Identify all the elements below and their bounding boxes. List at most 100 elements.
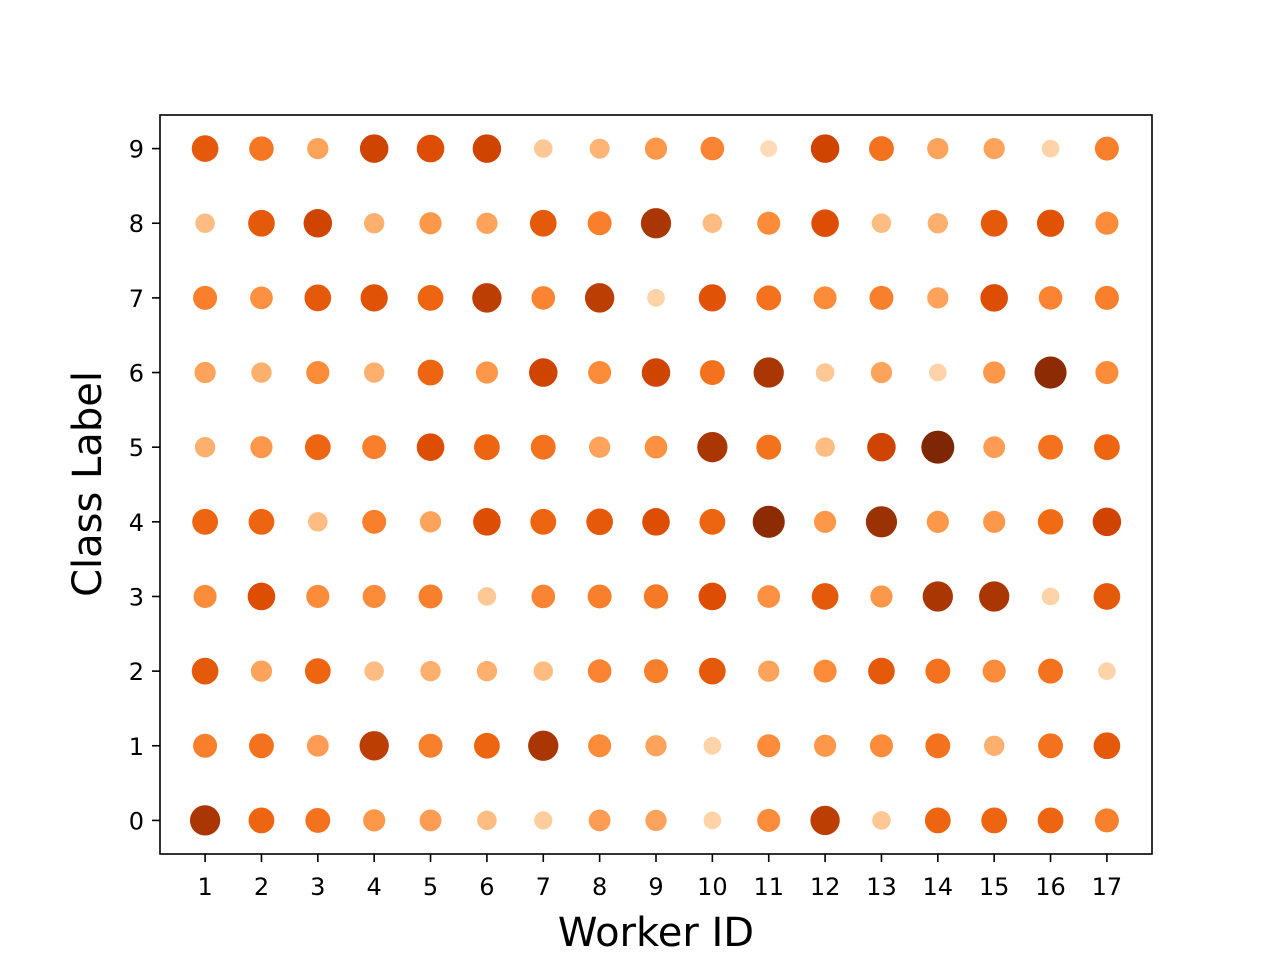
point-worker-11-label-7	[756, 285, 782, 311]
point-worker-3-label-6	[306, 360, 330, 385]
point-worker-12-label-0	[810, 805, 840, 836]
point-worker-9-label-7	[647, 289, 665, 307]
point-worker-12-label-5	[815, 437, 835, 457]
point-worker-11-label-2	[758, 660, 780, 682]
point-worker-1-label-8	[195, 213, 215, 233]
point-worker-4-label-0	[363, 809, 386, 832]
point-worker-11-label-3	[757, 585, 781, 608]
point-worker-16-label-6	[1034, 356, 1067, 389]
x-tick-label-11: 11	[753, 873, 784, 901]
point-worker-8-label-0	[588, 809, 611, 832]
point-worker-11-label-9	[760, 140, 778, 157]
point-worker-12-label-2	[813, 659, 837, 683]
point-worker-10-label-9	[700, 136, 725, 161]
point-worker-12-label-8	[811, 209, 839, 238]
point-worker-12-label-6	[815, 363, 835, 382]
point-worker-2-label-8	[248, 209, 275, 237]
point-worker-7-label-7	[531, 286, 556, 310]
x-tick-label-13: 13	[866, 873, 897, 901]
point-worker-9-label-9	[644, 137, 668, 160]
point-worker-4-label-7	[360, 284, 388, 312]
point-worker-14-label-4	[926, 510, 949, 533]
point-worker-3-label-1	[306, 734, 329, 757]
point-worker-10-label-7	[698, 284, 726, 312]
point-worker-10-label-1	[703, 736, 722, 755]
x-tick-label-3: 3	[310, 873, 325, 901]
point-worker-12-label-1	[813, 734, 837, 757]
point-worker-2-label-2	[250, 660, 273, 682]
y-tick-label-5: 5	[129, 434, 144, 462]
point-worker-6-label-5	[474, 434, 500, 461]
y-tick-label-0: 0	[129, 807, 144, 835]
point-worker-17-label-2	[1098, 662, 1116, 680]
point-worker-7-label-6	[529, 358, 558, 387]
point-worker-17-label-7	[1094, 285, 1119, 310]
point-worker-14-label-7	[927, 287, 949, 309]
point-worker-9-label-0	[645, 809, 667, 832]
point-worker-7-label-8	[529, 209, 557, 237]
point-worker-13-label-7	[869, 285, 894, 310]
point-worker-13-label-3	[870, 585, 893, 608]
point-worker-5-label-1	[418, 733, 443, 758]
x-tick-label-8: 8	[592, 873, 607, 901]
point-worker-15-label-4	[983, 510, 1006, 533]
point-worker-7-label-2	[533, 661, 554, 681]
y-axis-label: Class Label	[65, 371, 111, 597]
point-worker-4-label-3	[362, 584, 386, 609]
point-worker-4-label-9	[359, 134, 389, 163]
y-tick-label-3: 3	[129, 583, 144, 611]
point-worker-10-label-0	[703, 811, 722, 830]
point-worker-3-label-3	[306, 584, 330, 609]
point-worker-5-label-5	[416, 433, 445, 461]
point-worker-13-label-6	[870, 361, 893, 384]
y-tick-label-7: 7	[129, 285, 144, 313]
x-tick-label-16: 16	[1035, 873, 1066, 901]
point-worker-9-label-2	[644, 659, 668, 684]
point-worker-11-label-4	[752, 505, 785, 538]
point-worker-6-label-8	[476, 212, 498, 234]
y-tick-label-6: 6	[129, 360, 144, 388]
point-worker-6-label-4	[473, 508, 501, 536]
point-worker-13-label-2	[868, 657, 895, 685]
point-worker-11-label-5	[756, 434, 782, 460]
y-tick-label-2: 2	[129, 658, 144, 686]
point-worker-11-label-8	[757, 211, 781, 235]
point-worker-17-label-1	[1093, 732, 1121, 760]
y-tick-label-4: 4	[129, 509, 144, 537]
point-worker-11-label-0	[757, 808, 781, 832]
point-worker-2-label-6	[251, 362, 272, 383]
point-worker-17-label-9	[1094, 136, 1119, 161]
point-worker-14-label-8	[927, 213, 949, 234]
point-worker-10-label-2	[699, 657, 726, 685]
point-worker-3-label-5	[304, 434, 331, 461]
point-worker-1-label-2	[191, 657, 219, 685]
point-worker-16-label-4	[1037, 509, 1064, 535]
point-worker-4-label-6	[363, 362, 385, 383]
x-tick-label-17: 17	[1092, 873, 1123, 901]
point-worker-4-label-4	[362, 509, 387, 534]
point-worker-14-label-9	[927, 137, 949, 160]
x-tick-label-1: 1	[197, 873, 212, 901]
x-tick-label-15: 15	[979, 873, 1010, 901]
point-worker-7-label-9	[533, 139, 553, 158]
point-worker-17-label-6	[1095, 360, 1119, 385]
point-worker-9-label-4	[642, 508, 670, 536]
y-axis: 0 1 2 3 4 5 6 7 8 9	[129, 136, 160, 835]
point-worker-3-label-9	[307, 137, 329, 160]
point-worker-3-label-8	[303, 208, 333, 238]
point-worker-12-label-7	[813, 286, 837, 310]
point-worker-8-label-2	[587, 659, 612, 683]
point-worker-6-label-7	[472, 283, 502, 313]
point-worker-8-label-9	[589, 138, 610, 159]
x-tick-label-14: 14	[923, 873, 954, 901]
point-worker-9-label-3	[643, 584, 669, 609]
point-worker-10-label-5	[697, 432, 728, 463]
point-worker-1-label-0	[189, 805, 221, 836]
point-worker-16-label-3	[1041, 587, 1060, 606]
point-worker-2-label-5	[250, 436, 273, 459]
point-worker-15-label-0	[981, 807, 1008, 834]
x-axis-label: Worker ID	[558, 910, 754, 956]
point-worker-7-label-1	[528, 730, 559, 761]
